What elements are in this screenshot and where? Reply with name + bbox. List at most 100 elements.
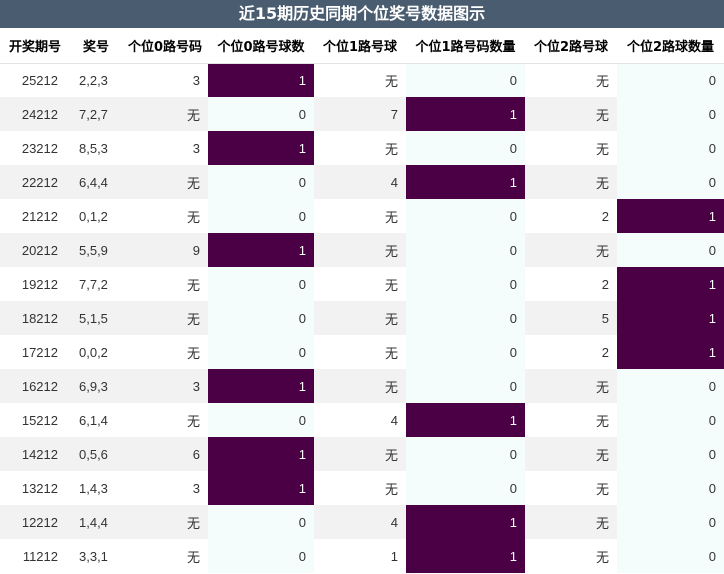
route1-number-cell: 无 <box>314 233 406 267</box>
table-row: 17212 0,0,2 无 0 无 0 2 1 <box>0 335 724 369</box>
route1-count-cell: 0 <box>406 301 525 335</box>
period-cell: 17212 <box>0 335 70 369</box>
number-cell: 1,4,4 <box>70 505 122 539</box>
route2-number-cell: 无 <box>525 369 617 403</box>
period-cell: 19212 <box>0 267 70 301</box>
table-header-row: 开奖期号 奖号 个位0路号码 个位0路号球数 个位1路号球 个位1路号码数量 个… <box>0 28 724 64</box>
route2-number-cell: 无 <box>525 63 617 97</box>
col-header-number: 奖号 <box>70 28 122 64</box>
route1-count-cell: 0 <box>406 63 525 97</box>
route2-count-cell: 1 <box>617 335 724 369</box>
route0-count-cell: 1 <box>208 233 314 267</box>
route0-number-cell: 9 <box>122 233 208 267</box>
route0-number-cell: 无 <box>122 267 208 301</box>
period-cell: 15212 <box>0 403 70 437</box>
period-cell: 13212 <box>0 471 70 505</box>
route2-count-cell: 0 <box>617 505 724 539</box>
table-row: 18212 5,1,5 无 0 无 0 5 1 <box>0 301 724 335</box>
route0-number-cell: 无 <box>122 301 208 335</box>
route0-count-cell: 0 <box>208 301 314 335</box>
route0-number-cell: 无 <box>122 539 208 573</box>
route0-count-cell: 1 <box>208 63 314 97</box>
route1-number-cell: 无 <box>314 267 406 301</box>
route0-count-cell: 0 <box>208 165 314 199</box>
route2-number-cell: 无 <box>525 437 617 471</box>
route0-count-cell: 0 <box>208 267 314 301</box>
number-cell: 8,5,3 <box>70 131 122 165</box>
route1-number-cell: 无 <box>314 131 406 165</box>
period-cell: 16212 <box>0 369 70 403</box>
table-row: 24212 7,2,7 无 0 7 1 无 0 <box>0 97 724 131</box>
route0-number-cell: 无 <box>122 97 208 131</box>
page-title: 近15期历史同期个位奖号数据图示 <box>0 0 724 28</box>
route1-number-cell: 无 <box>314 199 406 233</box>
table-row: 25212 2,2,3 3 1 无 0 无 0 <box>0 63 724 97</box>
route1-count-cell: 0 <box>406 437 525 471</box>
route0-number-cell: 6 <box>122 437 208 471</box>
route0-count-cell: 1 <box>208 437 314 471</box>
period-cell: 14212 <box>0 437 70 471</box>
route2-number-cell: 5 <box>525 301 617 335</box>
number-cell: 0,5,6 <box>70 437 122 471</box>
route0-count-cell: 0 <box>208 403 314 437</box>
route1-count-cell: 1 <box>406 403 525 437</box>
route2-number-cell: 无 <box>525 471 617 505</box>
route2-number-cell: 2 <box>525 335 617 369</box>
period-cell: 21212 <box>0 199 70 233</box>
table-row: 16212 6,9,3 3 1 无 0 无 0 <box>0 369 724 403</box>
route0-count-cell: 0 <box>208 335 314 369</box>
route2-number-cell: 无 <box>525 97 617 131</box>
table-row: 20212 5,5,9 9 1 无 0 无 0 <box>0 233 724 267</box>
route1-count-cell: 1 <box>406 505 525 539</box>
route0-number-cell: 无 <box>122 505 208 539</box>
route0-number-cell: 3 <box>122 63 208 97</box>
route0-number-cell: 无 <box>122 165 208 199</box>
route2-number-cell: 无 <box>525 505 617 539</box>
col-header-route1-number: 个位1路号球 <box>314 28 406 64</box>
table-row: 11212 3,3,1 无 0 1 1 无 0 <box>0 539 724 573</box>
route1-count-cell: 0 <box>406 335 525 369</box>
route1-number-cell: 无 <box>314 369 406 403</box>
route2-number-cell: 无 <box>525 539 617 573</box>
route2-number-cell: 无 <box>525 165 617 199</box>
route1-count-cell: 0 <box>406 131 525 165</box>
route2-count-cell: 0 <box>617 97 724 131</box>
route2-number-cell: 无 <box>525 403 617 437</box>
period-cell: 23212 <box>0 131 70 165</box>
table-row: 14212 0,5,6 6 1 无 0 无 0 <box>0 437 724 471</box>
table-row: 13212 1,4,3 3 1 无 0 无 0 <box>0 471 724 505</box>
number-cell: 5,1,5 <box>70 301 122 335</box>
route1-number-cell: 无 <box>314 335 406 369</box>
route0-count-cell: 1 <box>208 131 314 165</box>
col-header-route2-count: 个位2路球数量 <box>617 28 724 64</box>
route0-count-cell: 0 <box>208 539 314 573</box>
col-header-route1-count: 个位1路号码数量 <box>406 28 525 64</box>
number-cell: 2,2,3 <box>70 63 122 97</box>
period-cell: 18212 <box>0 301 70 335</box>
route0-count-cell: 0 <box>208 199 314 233</box>
route2-count-cell: 0 <box>617 63 724 97</box>
route2-count-cell: 1 <box>617 267 724 301</box>
route1-number-cell: 无 <box>314 471 406 505</box>
route1-number-cell: 1 <box>314 539 406 573</box>
route0-count-cell: 0 <box>208 97 314 131</box>
route0-number-cell: 无 <box>122 403 208 437</box>
route2-count-cell: 1 <box>617 199 724 233</box>
route0-number-cell: 3 <box>122 369 208 403</box>
col-header-route2-number: 个位2路号球 <box>525 28 617 64</box>
route0-number-cell: 无 <box>122 199 208 233</box>
route1-number-cell: 无 <box>314 63 406 97</box>
number-cell: 0,1,2 <box>70 199 122 233</box>
period-cell: 12212 <box>0 505 70 539</box>
route1-count-cell: 0 <box>406 471 525 505</box>
route2-count-cell: 0 <box>617 437 724 471</box>
number-cell: 7,7,2 <box>70 267 122 301</box>
route0-number-cell: 无 <box>122 335 208 369</box>
route0-number-cell: 3 <box>122 131 208 165</box>
table-row: 22212 6,4,4 无 0 4 1 无 0 <box>0 165 724 199</box>
route1-number-cell: 4 <box>314 505 406 539</box>
route1-number-cell: 4 <box>314 403 406 437</box>
route2-count-cell: 1 <box>617 301 724 335</box>
period-cell: 25212 <box>0 63 70 97</box>
route2-count-cell: 0 <box>617 539 724 573</box>
